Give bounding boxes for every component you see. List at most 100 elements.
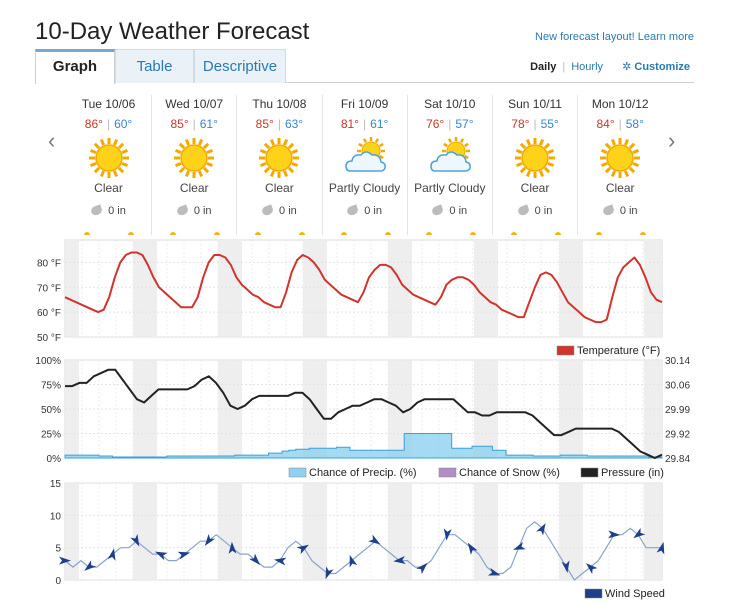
sunrise-marker xyxy=(84,232,90,235)
divider: | xyxy=(562,61,566,73)
chevron-right-icon[interactable]: › xyxy=(668,128,676,153)
temp-tick-label: 60 °F xyxy=(37,308,61,319)
sunset-marker xyxy=(214,232,221,235)
sunset-marker xyxy=(299,232,306,235)
divider: | xyxy=(277,117,281,131)
day-forecast[interactable]: Wed 10/07 85° | 61° Clear 0 in xyxy=(151,95,236,235)
wind-direction-arrow xyxy=(155,551,168,561)
wind-direction-arrow xyxy=(368,534,381,545)
night-shade xyxy=(474,360,498,458)
temp-tick-label: 50 °F xyxy=(37,333,61,344)
condition-label: Partly Cloudy xyxy=(328,181,401,195)
high-temp: 76° xyxy=(426,117,445,131)
low-temp: 57° xyxy=(455,117,474,131)
low-temp: 61° xyxy=(370,117,389,131)
raindrop-icon xyxy=(516,204,530,217)
day-forecast[interactable]: Thu 10/08 85° | 63° Clear 0 in xyxy=(236,95,321,235)
night-shade xyxy=(644,360,662,458)
wind-direction-arrow xyxy=(59,556,71,565)
night-shade xyxy=(559,360,583,458)
precip-tick-label: 75% xyxy=(41,381,61,392)
wind-direction-arrow xyxy=(177,551,191,560)
night-shade xyxy=(133,483,157,580)
condition-label: Clear xyxy=(605,181,635,195)
night-shade xyxy=(65,483,79,580)
divider: | xyxy=(106,117,111,131)
precip-value: 0 in xyxy=(193,205,212,217)
pressure-legend-swatch xyxy=(580,467,599,478)
day-forecast[interactable]: Mon 10/12 84° | 58° Clear 0 in xyxy=(577,95,662,235)
day-name: Tue 10/06 xyxy=(81,97,136,111)
high-temp: 81° xyxy=(340,117,360,131)
wind-direction-arrow xyxy=(84,560,97,571)
low-temp: 61° xyxy=(199,117,218,131)
wind-direction-arrow xyxy=(228,541,237,554)
raindrop-icon xyxy=(431,204,445,217)
precip-legend-swatch xyxy=(288,467,307,478)
day-name: Sun 10/11 xyxy=(508,97,562,111)
plot-area xyxy=(64,239,663,338)
wind-direction-arrow xyxy=(536,523,546,536)
wind-direction-arrow xyxy=(325,566,334,580)
wind-direction-arrow xyxy=(249,553,261,566)
wind-direction-arrow xyxy=(656,541,665,555)
partly-cloudy-icon xyxy=(426,135,474,181)
sunrise-marker xyxy=(255,232,262,235)
precip-amount: 0 in xyxy=(493,204,577,217)
wind-direction-arrow xyxy=(107,548,116,561)
precip-value: 0 in xyxy=(108,205,126,217)
day-forecast[interactable]: Fri 10/09 81° | 61° Partly Cloudy 0 in xyxy=(321,95,407,235)
pressure-legend: Pressure (in) xyxy=(601,467,664,479)
wind-direction-arrow xyxy=(561,560,570,574)
night-shade xyxy=(303,483,327,580)
day-name: Thu 10/08 xyxy=(252,97,307,111)
view-controls: Daily | Hourly ✲ Customize xyxy=(530,60,690,73)
precip-tick-label: 0% xyxy=(47,454,62,465)
day-name: Sat 10/10 xyxy=(424,97,476,111)
sunrise-marker xyxy=(425,232,432,235)
sunrise-marker xyxy=(596,232,603,235)
customize-button[interactable]: ✲ Customize xyxy=(622,61,690,73)
hourly-link[interactable]: Hourly xyxy=(571,61,604,73)
divider: | xyxy=(533,117,537,131)
day-forecast[interactable]: Sun 10/11 78° | 55° Clear 0 in xyxy=(492,95,577,235)
low-temp: 55° xyxy=(540,117,559,131)
day-forecast[interactable]: Tue 10/06 86° | 60° Clear 0 in xyxy=(66,95,151,235)
new-layout-link[interactable]: New forecast layout! Learn more xyxy=(535,31,694,43)
condition-label: Partly Cloudy xyxy=(414,181,486,195)
night-shade xyxy=(474,483,498,580)
tab-graph[interactable]: Graph xyxy=(35,49,115,84)
gear-icon: ✲ xyxy=(622,61,632,73)
chevron-left-icon[interactable]: ‹ xyxy=(48,128,56,153)
day-temps: 85° | 61° xyxy=(152,117,236,131)
divider: | xyxy=(448,117,452,131)
sunrise-marker xyxy=(511,232,517,235)
night-shade xyxy=(644,483,662,580)
plot-area xyxy=(64,482,663,581)
sun-icon xyxy=(255,135,303,181)
day-name: Mon 10/12 xyxy=(591,97,649,111)
day-temps: 86° | 60° xyxy=(66,117,151,131)
tab-table[interactable]: Table xyxy=(115,49,194,83)
high-temp: 85° xyxy=(170,117,189,131)
day-name: Wed 10/07 xyxy=(165,97,224,111)
sun-icon xyxy=(596,135,644,181)
high-temp: 85° xyxy=(255,117,274,131)
wind-direction-arrow xyxy=(393,555,406,564)
sunset-marker xyxy=(128,232,134,235)
divider: | xyxy=(618,117,622,131)
night-shade xyxy=(559,240,583,337)
wind-direction-arrow xyxy=(513,541,526,550)
night-shade xyxy=(65,240,79,337)
plot-area xyxy=(64,359,663,459)
night-shade xyxy=(218,360,242,458)
daily-link[interactable]: Daily xyxy=(530,61,557,73)
high-temp: 84° xyxy=(596,117,615,131)
night-shade xyxy=(388,240,412,337)
customize-label: Customize xyxy=(634,61,690,73)
day-forecast[interactable]: Sat 10/10 76° | 57° Partly Cloudy 0 in xyxy=(406,95,492,235)
night-shade xyxy=(65,360,79,458)
tab-descriptive[interactable]: Descriptive xyxy=(194,49,286,83)
snow-legend-swatch xyxy=(438,467,457,478)
wind-direction-arrow xyxy=(273,557,287,566)
